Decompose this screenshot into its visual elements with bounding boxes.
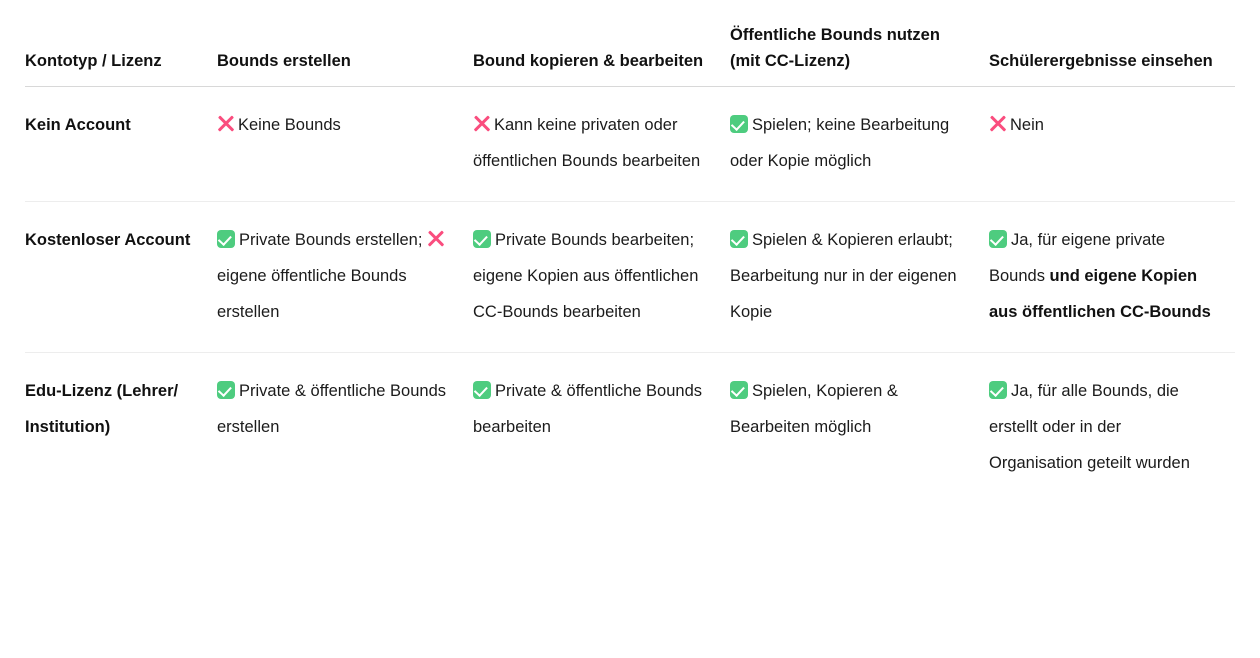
cross-mark-icon [989,116,1006,133]
table-cell: Private & öffentliche Bounds erstellen [217,352,473,503]
column-header-kontotyp-lizenz: Kontotyp / Lizenz [25,0,217,87]
cell-text: Ja, für eigene private Bounds [989,230,1166,285]
table-cell: Private & öffentliche Bounds bearbeiten [473,352,730,503]
cell-text: Spielen, Kopieren & Bearbeiten möglich [730,381,898,436]
cross-mark-icon [427,231,444,248]
cell-text: Kann keine privaten oder öffentlichen Bo… [473,115,701,170]
column-header-oeffentliche-bounds-nutzen: Öffentliche Bounds nutzen (mit CC-Lizenz… [730,0,989,87]
table-cell: Spielen, Kopieren & Bearbeiten möglich [730,352,989,503]
cross-mark-icon [217,116,234,133]
table-cell: Private Bounds bearbeiten; eigene Kopien… [473,201,730,353]
table-cell: Kann keine privaten oder öffentlichen Bo… [473,86,730,202]
column-header-bounds-erstellen: Bounds erstellen [217,0,473,87]
cell-text: Private & öffentliche Bounds bearbeiten [473,381,702,436]
row-header-account-type: Edu-Lizenz (Lehrer/ Institution) [25,381,179,436]
row-header-account-type: Kein Account [25,86,217,202]
table-cell: Spielen & Kopieren erlaubt; Bearbeitung … [730,201,989,353]
white-check-mark-icon [730,114,748,133]
column-header-bound-kopieren-bearbeiten: Bound kopieren & bearbeiten [473,0,730,87]
cell-text: Private Bounds bearbeiten; eigene Kopien… [473,230,699,321]
row-header-account-type: Kostenloser Account [25,201,217,353]
white-check-mark-icon [217,380,235,399]
cell-text: Ja, für alle Bounds, die erstellt oder i… [989,381,1190,472]
white-check-mark-icon [217,229,235,248]
table-cell: Ja, für eigene private Bounds und eigene… [989,201,1235,353]
white-check-mark-icon [473,380,491,399]
white-check-mark-icon [989,380,1007,399]
table-row: Edu-Lizenz (Lehrer/ Institution) Private … [25,352,1235,503]
table-cell: Ja, für alle Bounds, die erstellt oder i… [989,352,1235,503]
table-body: Kein Account Keine Bounds Kann keine priva… [25,86,1235,503]
table-row: Kostenloser Account Private Bounds erstel… [25,201,1235,353]
white-check-mark-icon [989,229,1007,248]
cell-text: Nein [1010,115,1044,134]
cross-mark-icon [473,116,490,133]
table-cell: Spielen; keine Bearbeitung oder Kopie mö… [730,86,989,202]
table-cell: Private Bounds erstellen; eigene öffentl… [217,201,473,353]
cell-text: Private Bounds erstellen; [239,230,428,249]
white-check-mark-icon [730,229,748,248]
column-header-schuelerergebnisse-einsehen: Schülerergebnisse einsehen [989,0,1235,87]
cell-text: Spielen; keine Bearbeitung oder Kopie mö… [730,115,950,170]
cell-text: Private & öffentliche Bounds erstellen [217,381,446,436]
account-license-comparison-table: Kontotyp / Lizenz Bounds erstellen Bound… [25,0,1235,503]
cell-text: Keine Bounds [238,115,341,134]
cell-text-emphasis: und eigene Kopien aus öffentlichen CC-Bo… [989,266,1211,321]
table-row: Kein Account Keine Bounds Kann keine priva… [25,86,1235,202]
cell-text: eigene öffentliche Bounds erstellen [217,266,407,321]
table-header-row: Kontotyp / Lizenz Bounds erstellen Bound… [25,0,1235,87]
table-cell: Keine Bounds [217,86,473,202]
white-check-mark-icon [730,380,748,399]
table-header: Kontotyp / Lizenz Bounds erstellen Bound… [25,0,1235,87]
cell-text: Spielen & Kopieren erlaubt; Bearbeitung … [730,230,957,321]
table-cell: Nein [989,86,1235,202]
white-check-mark-icon [473,229,491,248]
